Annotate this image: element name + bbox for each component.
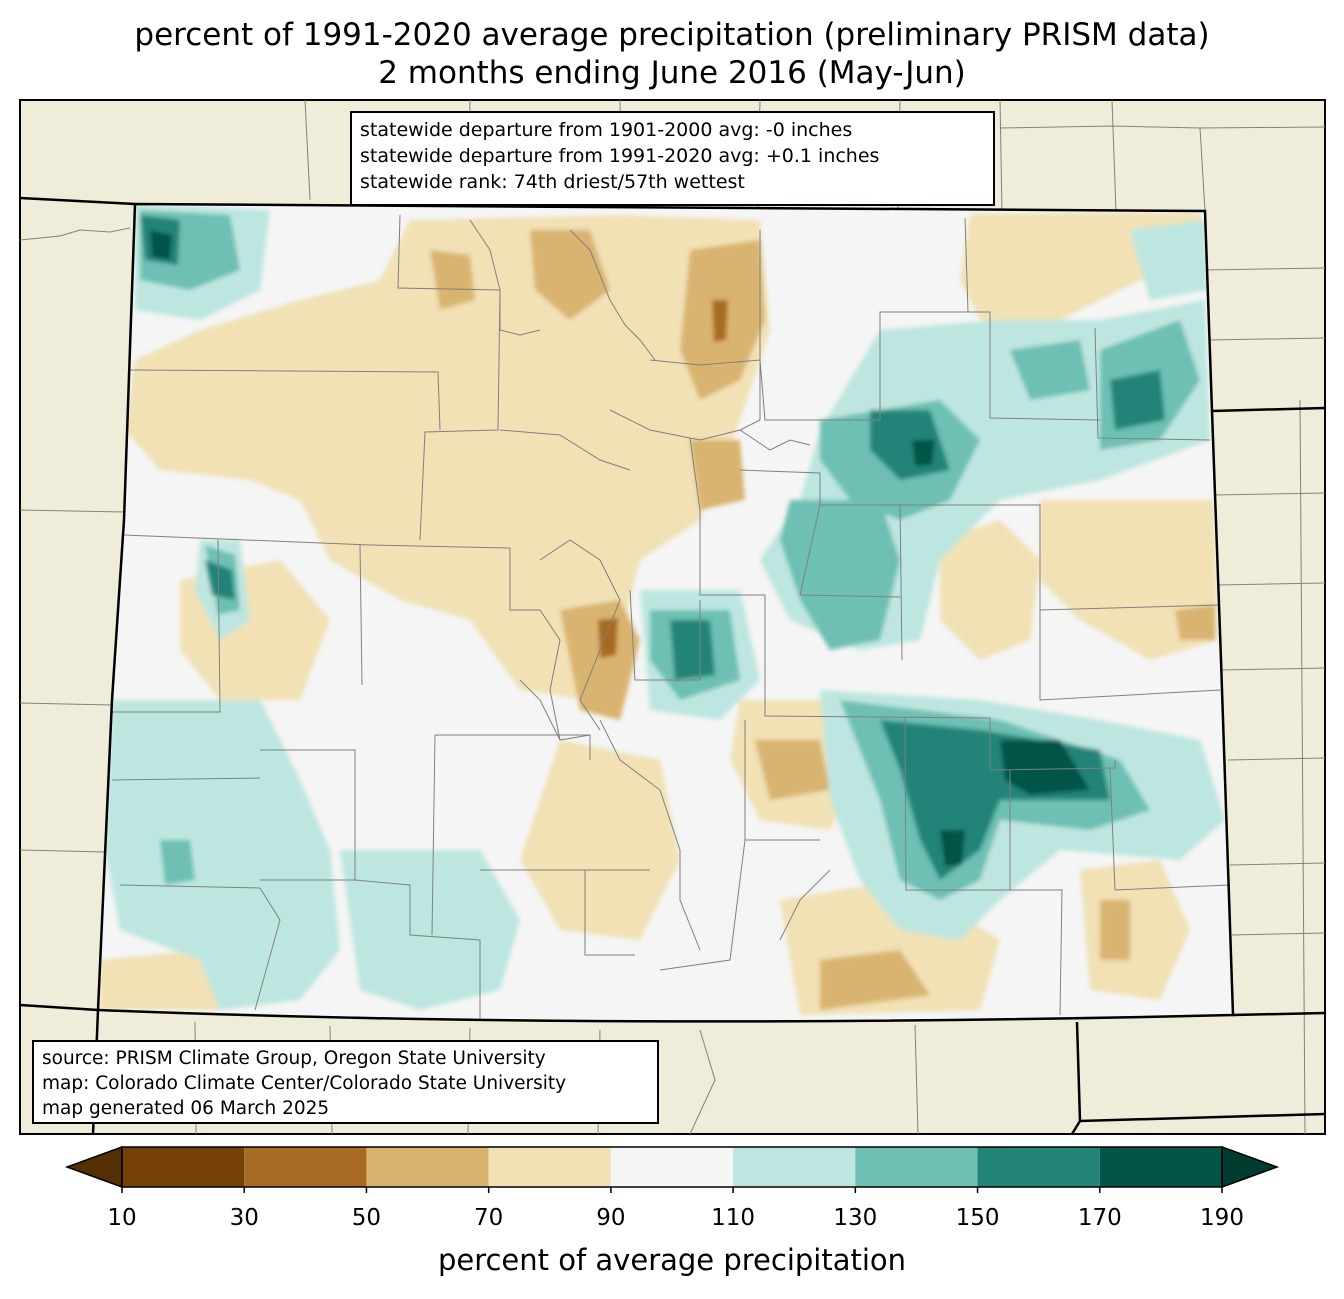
colorbar-segment <box>733 1147 856 1187</box>
stats-departure-1991-2020: statewide departure from 1991-2020 avg: … <box>360 145 880 167</box>
colorbar-tick-label: 150 <box>955 1205 1000 1231</box>
map-title-line-1: percent of 1991-2020 average precipitati… <box>134 17 1210 53</box>
colorbar-under-arrow <box>64 1145 123 1189</box>
map-credit-line: map: Colorado Climate Center/Colorado St… <box>42 1073 567 1094</box>
statewide-stats-box: statewide departure from 1901-2000 avg: … <box>350 111 995 206</box>
colorbar-label: percent of average precipitation <box>437 1243 907 1277</box>
stats-departure-1901-2000: statewide departure from 1901-2000 avg: … <box>360 119 853 141</box>
source-box: source: PRISM Climate Group, Oregon Stat… <box>32 1040 659 1124</box>
colorbar-segment <box>122 1147 245 1187</box>
colorbar-segment <box>855 1147 978 1187</box>
colorbar-segment <box>488 1147 611 1187</box>
stats-rank: statewide rank: 74th driest/57th wettest <box>360 171 745 193</box>
colorbar-tick-label: 10 <box>107 1205 137 1231</box>
colorbar-segment <box>244 1147 367 1187</box>
colorbar-segment <box>610 1147 734 1187</box>
colorbar-tick-label: 50 <box>351 1205 382 1231</box>
colorbar <box>64 1145 1280 1193</box>
colorbar-tick-label: 190 <box>1200 1205 1244 1231</box>
colorbar-segment <box>1099 1147 1222 1187</box>
colorbar-tick-label: 30 <box>229 1205 259 1231</box>
source-line: source: PRISM Climate Group, Oregon Stat… <box>42 1048 546 1069</box>
precip-anomaly-patches <box>100 204 1225 1015</box>
colorbar-segment <box>366 1147 489 1187</box>
map-title-line-2: 2 months ending June 2016 (May-Jun) <box>378 55 966 91</box>
colorbar-segment <box>977 1147 1100 1187</box>
generated-date-line: map generated 06 March 2025 <box>42 1098 330 1119</box>
colorbar-outline <box>121 1146 1223 1188</box>
colorbar-tick-label: 90 <box>596 1205 626 1231</box>
colorbar-tick-label: 170 <box>1077 1205 1122 1231</box>
colorbar-over-arrow <box>1221 1145 1280 1189</box>
colorbar-tick-label: 70 <box>474 1205 504 1231</box>
colorbar-tick-label: 130 <box>833 1205 878 1231</box>
colorbar-tick-label: 110 <box>711 1205 756 1231</box>
colorado-county-lines <box>111 214 1231 1020</box>
